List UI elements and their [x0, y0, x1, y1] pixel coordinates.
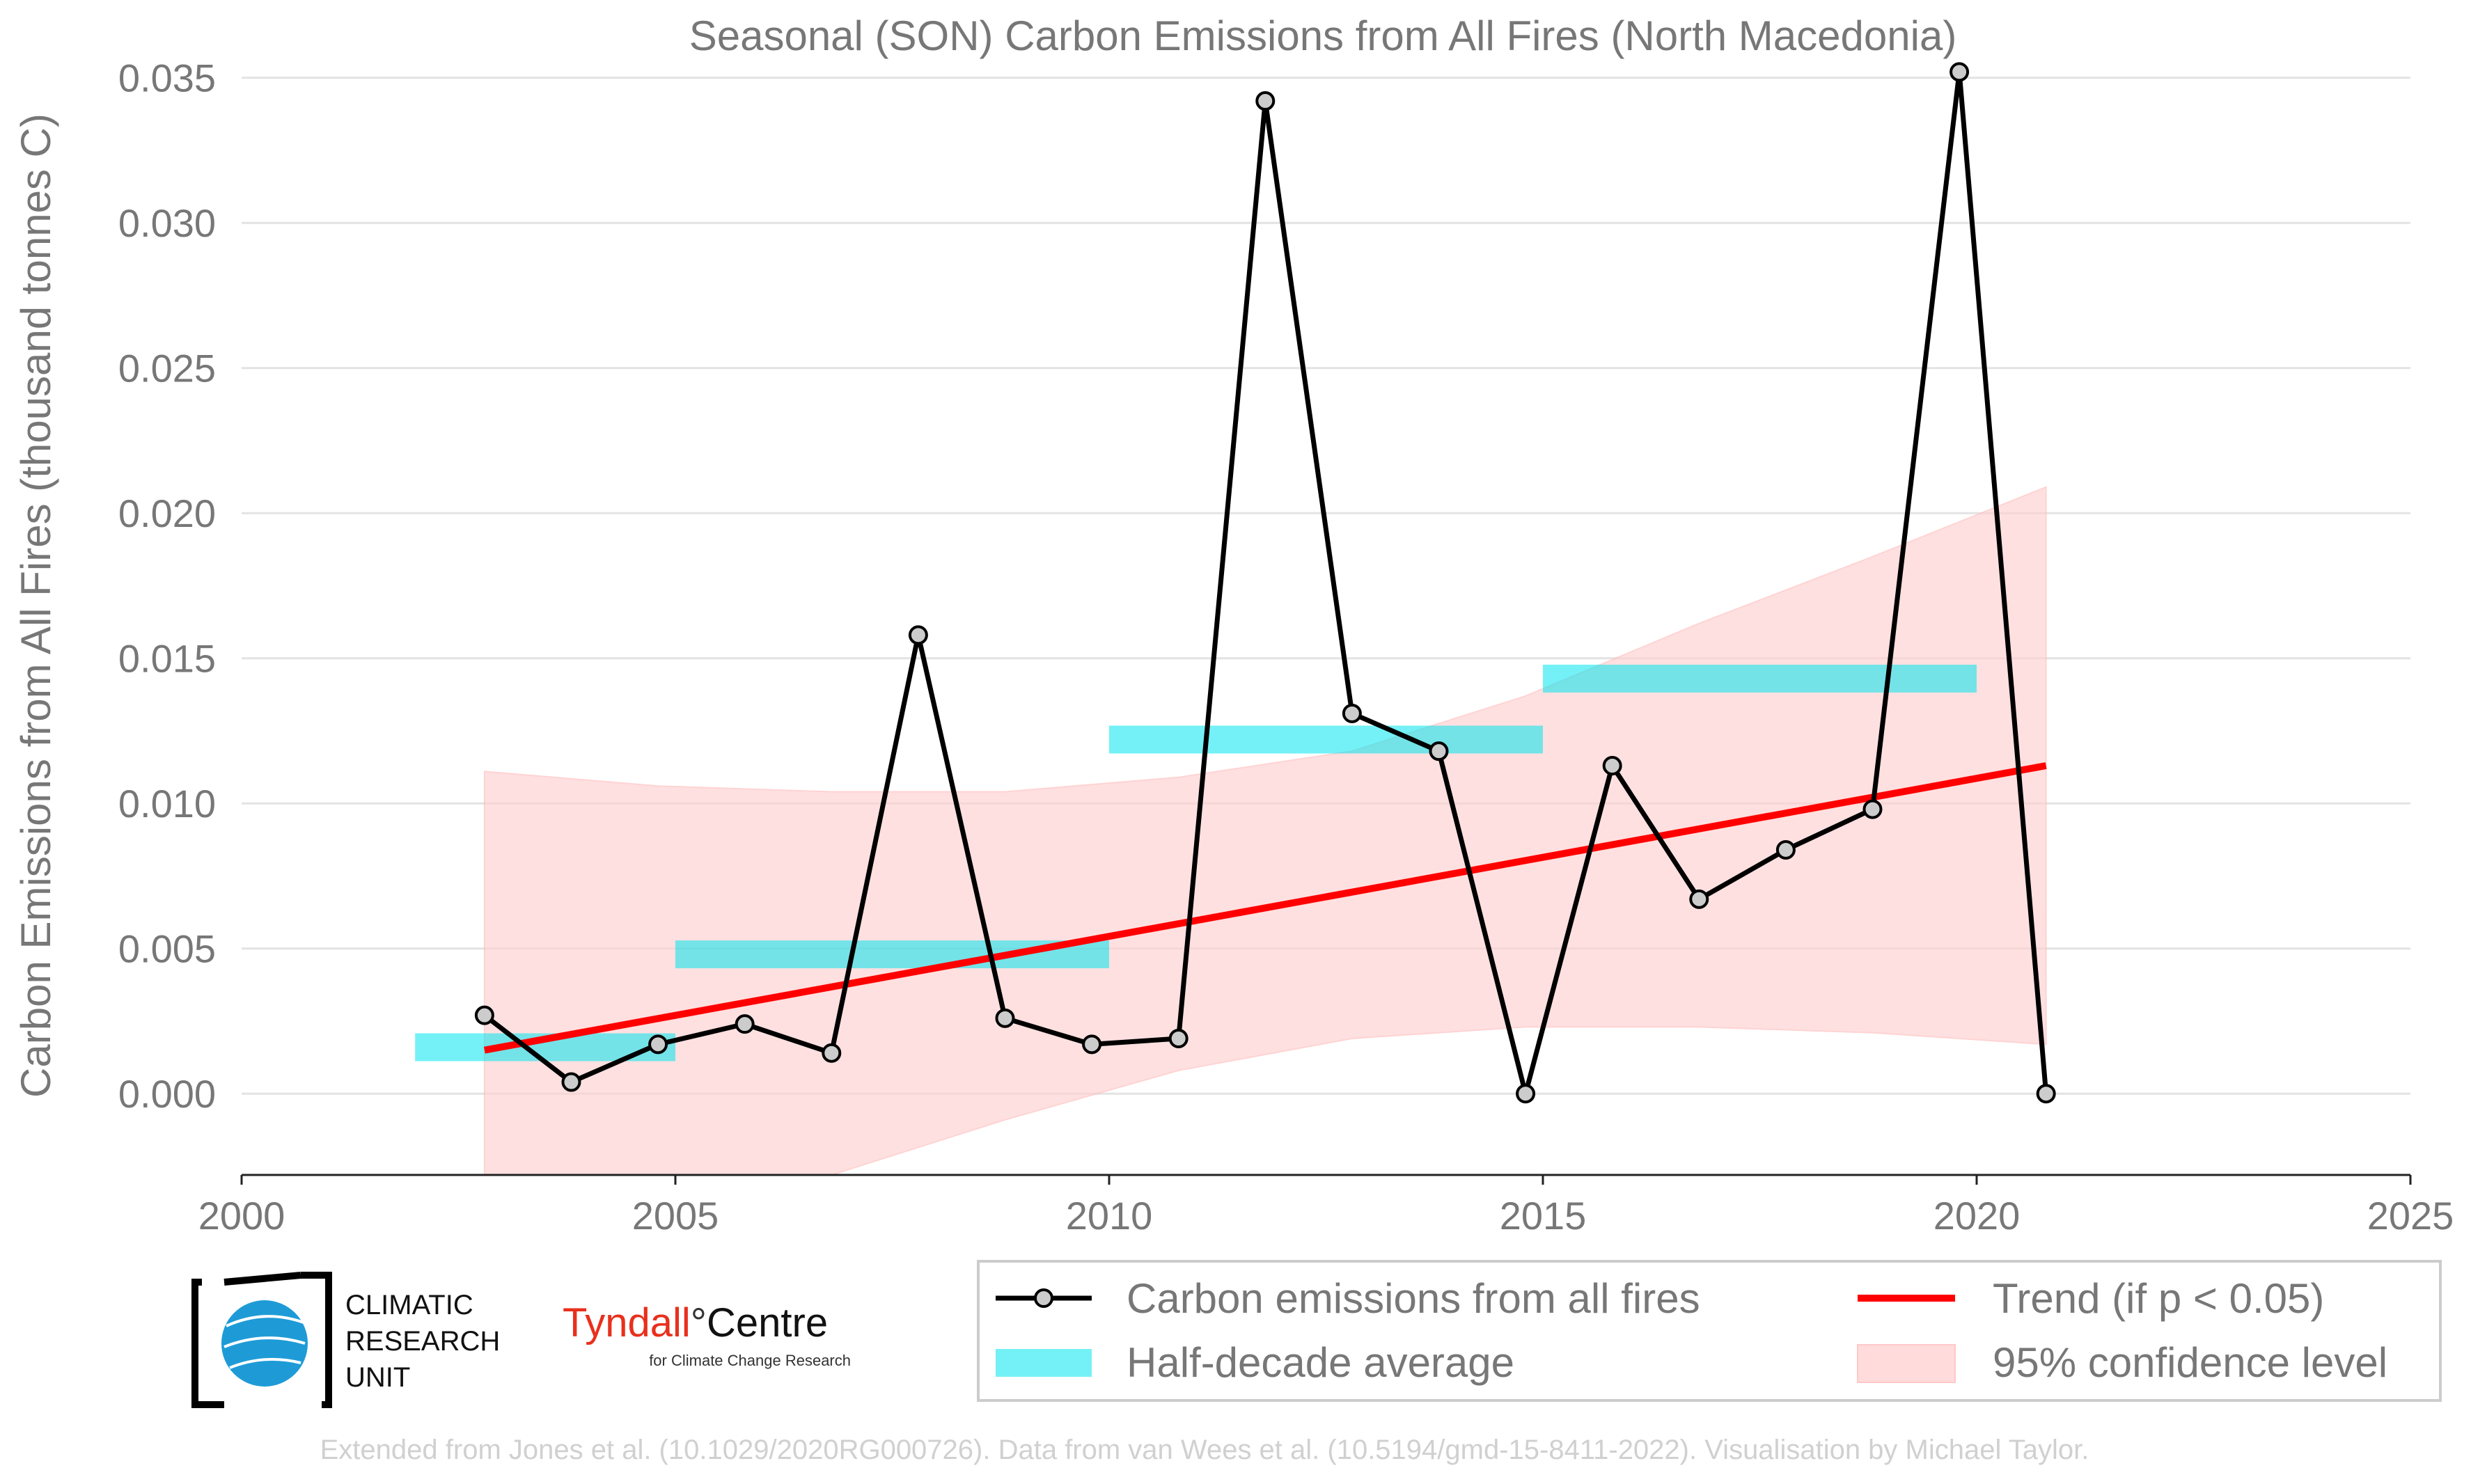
legend-label-half-decade: Half-decade average: [1127, 1339, 1514, 1386]
cru-globe-lines: [223, 1315, 306, 1369]
x-tick-label: 2010: [1066, 1194, 1153, 1238]
data-point: [995, 1008, 1015, 1028]
x-tick-label: 2020: [1933, 1194, 2021, 1238]
trend-line: [483, 762, 2047, 1054]
y-axis-ticks: 0.000 0.005 0.010 0.015 0.020 0.025 0.030 0.035: [118, 56, 216, 1116]
data-point: [1950, 62, 1970, 82]
x-tick-label: 2000: [198, 1194, 285, 1238]
y-tick-label: 0.030: [118, 201, 216, 245]
confidence-band: [483, 486, 2047, 1176]
data-point: [1602, 756, 1622, 776]
half-decade-bar: [675, 940, 1109, 969]
tyndall-logo-black: Centre: [707, 1300, 828, 1345]
tyndall-logo-red: Tyndall: [563, 1300, 691, 1345]
x-tick-label: 2025: [2367, 1194, 2454, 1238]
cru-logo-bracket-left: [191, 1279, 224, 1408]
legend-frame: [977, 1260, 2442, 1402]
data-point: [1082, 1034, 1102, 1055]
y-tick-label: 0.015: [118, 637, 216, 681]
data-point: [1689, 889, 1709, 909]
x-tick-label: 2015: [1500, 1194, 1587, 1238]
data-point: [648, 1034, 668, 1055]
series-markers: [474, 62, 2056, 1104]
data-point: [1775, 839, 1796, 860]
y-tick-label: 0.035: [118, 56, 216, 100]
x-axis: 2000 2005 2010 2015 2020 2025: [198, 1174, 2454, 1238]
data-point: [822, 1043, 842, 1063]
legend-label-confidence: 95% confidence level: [1993, 1339, 2387, 1386]
data-point: [1429, 741, 1449, 761]
tyndall-logo: Tyndall°Centre for Climate Change Resear…: [563, 1300, 851, 1369]
cru-logo-bracket-right: [301, 1272, 332, 1408]
data-point: [2036, 1084, 2056, 1104]
y-tick-label: 0.025: [118, 347, 216, 390]
svg-text:Tyndall°Centre: Tyndall°Centre: [563, 1300, 828, 1345]
cru-logo-line2: RESEARCH: [345, 1326, 500, 1357]
half-decade-bar: [1543, 664, 1977, 693]
data-point: [474, 1005, 494, 1025]
y-tick-label: 0.010: [118, 782, 216, 826]
data-point: [561, 1072, 581, 1092]
footer-credits: Extended from Jones et al. (10.1029/2020…: [320, 1435, 2089, 1465]
x-tick-label: 2005: [632, 1194, 719, 1238]
tyndall-logo-subtitle: for Climate Change Research: [649, 1352, 851, 1369]
data-point: [908, 625, 928, 645]
trend-line-segment: [483, 762, 2047, 1054]
legend-label-trend: Trend (if p < 0.05): [1993, 1275, 2324, 1322]
data-point: [1862, 799, 1883, 819]
cru-logo-line1: CLIMATIC: [345, 1290, 473, 1320]
data-point: [1168, 1029, 1189, 1049]
legend-label-series: Carbon emissions from all fires: [1127, 1275, 1700, 1322]
y-tick-label: 0.020: [118, 491, 216, 535]
y-tick-label: 0.000: [118, 1072, 216, 1116]
chart-title: Seasonal (SON) Carbon Emissions from All…: [689, 13, 1957, 59]
y-tick-label: 0.005: [118, 927, 216, 971]
data-point: [1255, 91, 1276, 111]
cru-logo-line3: UNIT: [345, 1362, 410, 1393]
legend: Carbon emissions from all fires Trend (i…: [977, 1260, 2442, 1402]
data-point: [1516, 1084, 1536, 1104]
tyndall-logo-degree: °: [691, 1300, 707, 1345]
half-decade-bar: [1109, 725, 1543, 754]
y-axis-label: Carbon Emissions from All Fires (thousan…: [13, 113, 59, 1098]
cru-globe-icon: [221, 1300, 308, 1387]
data-point: [1342, 703, 1362, 723]
half-decade-bars: [415, 664, 1977, 1061]
legend-swatch-confidence: [1857, 1344, 1956, 1383]
cru-logo: CLIMATIC RESEARCH UNIT: [191, 1272, 500, 1408]
data-point: [735, 1014, 755, 1034]
legend-swatch-half-decade: [996, 1349, 1092, 1377]
legend-swatch-series-marker: [1034, 1288, 1053, 1308]
cru-logo-bracket-top: [223, 1272, 301, 1286]
confidence-band-area: [483, 486, 2047, 1176]
